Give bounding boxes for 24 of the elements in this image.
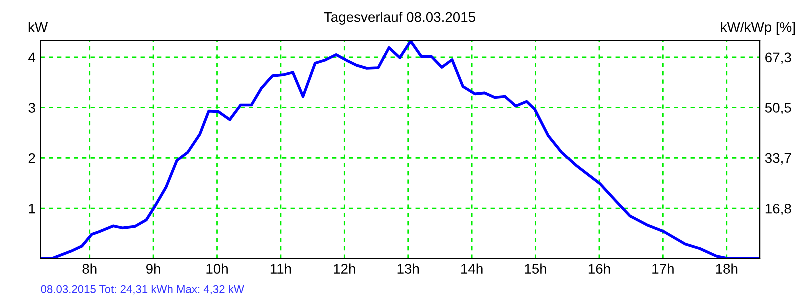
y-tick-label: 3 xyxy=(28,103,36,113)
x-tick-label: 11h xyxy=(270,264,292,274)
y2-tick-label: 16,8 xyxy=(766,204,792,216)
x-tick-label: 14h xyxy=(462,264,483,274)
line-series xyxy=(40,40,760,259)
x-tick-label: 9h xyxy=(146,264,160,274)
y2-axis-title: kW/kWp [%] xyxy=(721,22,796,35)
y2-tick-label: 67,3 xyxy=(766,52,792,64)
x-tick-label: 12h xyxy=(334,264,356,274)
y-tick-label: 1 xyxy=(29,204,36,214)
x-tick-label: 13h xyxy=(398,264,420,274)
y-tick-label: 2 xyxy=(28,153,36,164)
y2-tick-label: 33,7 xyxy=(765,153,792,165)
x-tick-label: 8h xyxy=(82,264,97,274)
text: 08.03.2015 Tot: 24,31 kWh Max: 4,32 kW xyxy=(41,285,244,295)
x-tick-label: 16h xyxy=(588,264,610,274)
x-tick-label: 18h xyxy=(716,264,738,274)
x-tick-label: 15h xyxy=(525,264,546,274)
chart-title: Tagesverlauf 08.03.2015 xyxy=(324,12,476,25)
x-tick-label: 17h xyxy=(652,264,674,274)
y-tick-label: 4 xyxy=(28,52,36,62)
x-tick-label: 10h xyxy=(206,264,228,274)
y2-tick-label: 50,5 xyxy=(765,103,792,115)
y-axis-title: kW xyxy=(28,22,48,32)
